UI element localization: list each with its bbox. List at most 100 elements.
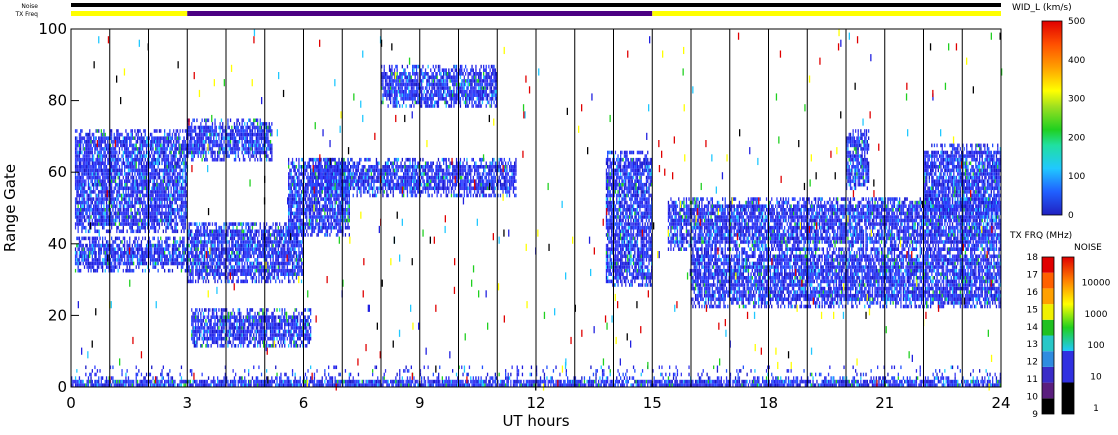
scatter-cell xyxy=(183,157,185,162)
scatter-cell xyxy=(126,254,128,259)
scatter-cell xyxy=(95,129,97,133)
scatter-cell xyxy=(228,254,230,259)
scatter-cell xyxy=(201,240,203,244)
scatter-cell xyxy=(95,229,97,234)
scatter-cell xyxy=(173,140,175,144)
scatter-cell xyxy=(202,265,205,269)
scatter-cell xyxy=(267,261,269,266)
scatter-cell xyxy=(267,319,269,323)
scatter-cell xyxy=(138,247,140,251)
scatter-cell xyxy=(213,140,215,144)
scatter-cell xyxy=(98,251,100,255)
scatter-cell xyxy=(184,154,186,158)
scatter-cell xyxy=(138,222,140,226)
scatter-cell xyxy=(204,129,206,133)
scatter-cell xyxy=(164,175,166,180)
scatter-cell xyxy=(238,329,241,334)
scatter-cell xyxy=(113,154,115,158)
scatter-cell xyxy=(144,140,146,144)
scatter-cell xyxy=(103,179,105,183)
scatter-cell xyxy=(156,150,158,155)
scatter-cell xyxy=(217,236,219,241)
scatter-cell xyxy=(279,344,281,348)
scatter-cell xyxy=(294,247,296,251)
scatter-cell xyxy=(218,136,220,140)
scatter-cell xyxy=(107,229,109,234)
scatter-cell xyxy=(74,168,77,173)
scatter-cell xyxy=(114,161,117,166)
scatter-cell xyxy=(143,172,145,176)
scatter-cell xyxy=(102,179,104,183)
scatter-cell xyxy=(290,186,292,191)
scatter-cell xyxy=(81,215,83,219)
scatter-cell xyxy=(255,222,257,226)
scatter-cell xyxy=(176,261,179,266)
scatter-cell xyxy=(196,315,198,319)
scatter-cell xyxy=(228,322,230,327)
scatter-cell xyxy=(253,140,255,144)
scatter-cell xyxy=(139,218,141,223)
scatter-cell xyxy=(264,136,267,140)
scatter-cell xyxy=(96,208,99,212)
scatter-cell xyxy=(135,175,137,180)
scatter-cell xyxy=(240,243,242,248)
scatter-cell xyxy=(262,254,264,259)
scatter-cell xyxy=(93,208,95,212)
scatter-cell xyxy=(196,336,198,341)
scatter-cell xyxy=(213,150,215,155)
scatter-cell xyxy=(138,229,140,234)
scatter-cell xyxy=(167,211,170,216)
scatter-cell xyxy=(81,172,83,176)
scatter-cell xyxy=(165,154,167,158)
scatter-cell xyxy=(86,143,88,148)
scatter-cell xyxy=(167,190,170,194)
scatter-cell xyxy=(214,154,216,158)
scatter-cell xyxy=(133,254,135,259)
scatter-cell xyxy=(183,193,185,198)
scatter-cell xyxy=(117,268,119,273)
scatter-cell xyxy=(206,326,208,330)
scatter-cell xyxy=(74,157,77,162)
scatter-cell xyxy=(98,261,100,266)
scatter-cell xyxy=(286,247,288,251)
scatter-cell xyxy=(107,147,109,151)
scatter-cell xyxy=(90,208,92,212)
scatter-cell xyxy=(78,193,81,198)
scatter-cell xyxy=(219,240,221,244)
scatter-cell xyxy=(179,197,181,201)
scatter-cell xyxy=(161,218,163,223)
scatter-cell xyxy=(127,190,130,194)
scatter-cell xyxy=(91,218,93,223)
scatter-cell xyxy=(214,118,216,123)
scatter-cell xyxy=(250,268,252,273)
scatter-cell xyxy=(238,265,241,269)
scatter-cell xyxy=(113,175,115,180)
scatter-cell xyxy=(291,319,294,323)
scatter-cell xyxy=(202,222,205,226)
scatter-cell xyxy=(147,225,149,230)
scatter-cell xyxy=(268,254,270,259)
scatter-cell xyxy=(157,243,159,248)
scatter-cell xyxy=(139,179,141,183)
scatter-cell xyxy=(157,182,159,187)
scatter-cell xyxy=(188,147,190,151)
scatter-cell xyxy=(155,140,157,144)
scatter-cell xyxy=(241,319,243,323)
scatter-cell xyxy=(111,179,113,183)
scatter-cell xyxy=(117,197,119,201)
scatter-cell xyxy=(122,161,124,166)
scatter-cell xyxy=(126,204,128,208)
scatter-cell xyxy=(89,251,91,255)
scatter-cell xyxy=(120,132,122,137)
scatter-cell xyxy=(206,229,208,234)
scatter-cell xyxy=(161,157,163,162)
scatter-cell xyxy=(188,265,190,269)
scatter-cell xyxy=(148,268,150,273)
scatter-cell xyxy=(202,233,205,237)
scatter-cell xyxy=(180,218,183,223)
scatter-cell xyxy=(99,197,101,201)
scatter-cell xyxy=(175,150,177,155)
scatter-cell xyxy=(80,147,82,151)
scatter-cell xyxy=(78,215,81,219)
scatter-cell xyxy=(90,172,92,176)
